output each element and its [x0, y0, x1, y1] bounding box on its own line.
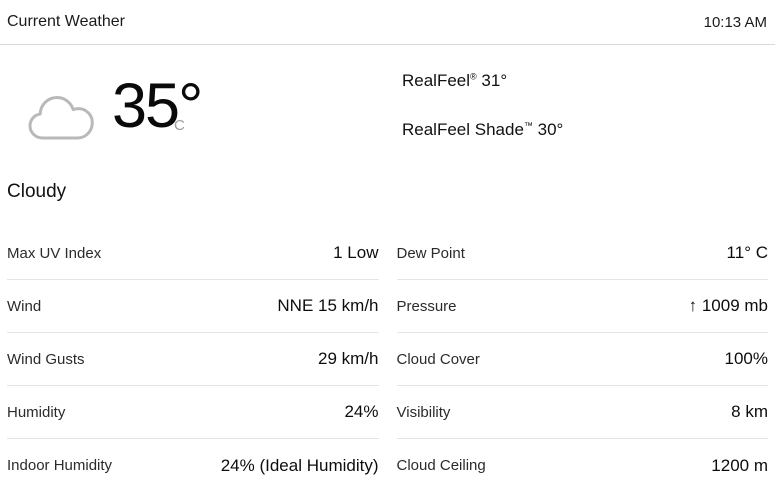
detail-label: Cloud Ceiling — [396, 457, 486, 474]
detail-label: Dew Point — [396, 244, 465, 262]
detail-value: 29 km/h — [318, 349, 379, 368]
card-title: Current Weather — [7, 13, 125, 30]
detail-value: 11° C — [726, 243, 768, 262]
registered-mark: ® — [470, 71, 477, 82]
card-header: Current Weather 10:13 AM — [0, 0, 775, 45]
realfeel-shade-value: RealFeel Shade™ 30° — [402, 120, 564, 139]
detail-value: 1200 m — [711, 455, 768, 475]
details-right-column: Dew Point 11° C Pressure ↑ 1009 mb Cloud… — [396, 227, 769, 492]
detail-row-indoor-humidity: Indoor Humidity 24% (Ideal Humidity) — [7, 439, 379, 492]
weather-summary: 35° C RealFeel® 31° RealFeel Shade™ 30° … — [0, 45, 775, 210]
detail-label: Humidity — [7, 403, 66, 421]
trademark-mark: ™ — [523, 120, 533, 131]
details-left-column: Max UV Index 1 Low Wind NNE 15 km/h Wind… — [7, 227, 379, 492]
realfeel-block: RealFeel® 31° RealFeel Shade™ 30° — [402, 71, 563, 169]
weather-details: Max UV Index 1 Low Wind NNE 15 km/h Wind… — [0, 227, 775, 492]
detail-label: Cloud Cover — [396, 350, 480, 368]
detail-label: Visibility — [396, 403, 451, 421]
detail-value: 8 km — [731, 402, 768, 421]
detail-row-humidity: Humidity 24% — [7, 386, 379, 439]
detail-label: Wind — [7, 297, 42, 315]
detail-label: Indoor Humidity — [7, 457, 113, 474]
cloudy-icon — [27, 93, 95, 143]
current-temperature: 35° — [112, 71, 203, 141]
temperature-unit: C — [174, 117, 185, 134]
detail-row-visibility: Visibility 8 km — [396, 386, 768, 439]
detail-value: 100% — [724, 349, 768, 368]
detail-row-pressure: Pressure ↑ 1009 mb — [396, 280, 768, 333]
detail-label: Wind Gusts — [7, 350, 85, 368]
detail-row-dew-point: Dew Point 11° C — [396, 227, 768, 280]
detail-value: 24% (Ideal Humidity) — [220, 455, 379, 475]
weather-condition: Cloudy — [7, 181, 67, 202]
observation-time: 10:13 AM — [703, 13, 767, 31]
detail-row-wind-gusts: Wind Gusts 29 km/h — [7, 333, 379, 386]
detail-row-cloud-cover: Cloud Cover 100% — [396, 333, 768, 386]
detail-row-max-uv-index: Max UV Index 1 Low — [7, 227, 379, 280]
realfeel-value: RealFeel® 31° — [402, 71, 508, 90]
detail-value: 24% — [344, 402, 379, 421]
detail-row-cloud-ceiling: Cloud Ceiling 1200 m — [397, 439, 769, 492]
detail-row-wind: Wind NNE 15 km/h — [7, 280, 379, 333]
detail-label: Max UV Index — [7, 244, 102, 262]
detail-label: Pressure — [396, 297, 457, 315]
detail-value pressure-trend-up-icon: ↑ 1009 mb — [688, 296, 768, 315]
detail-value: 1 Low — [333, 243, 379, 262]
detail-value: NNE 15 km/h — [277, 296, 379, 315]
